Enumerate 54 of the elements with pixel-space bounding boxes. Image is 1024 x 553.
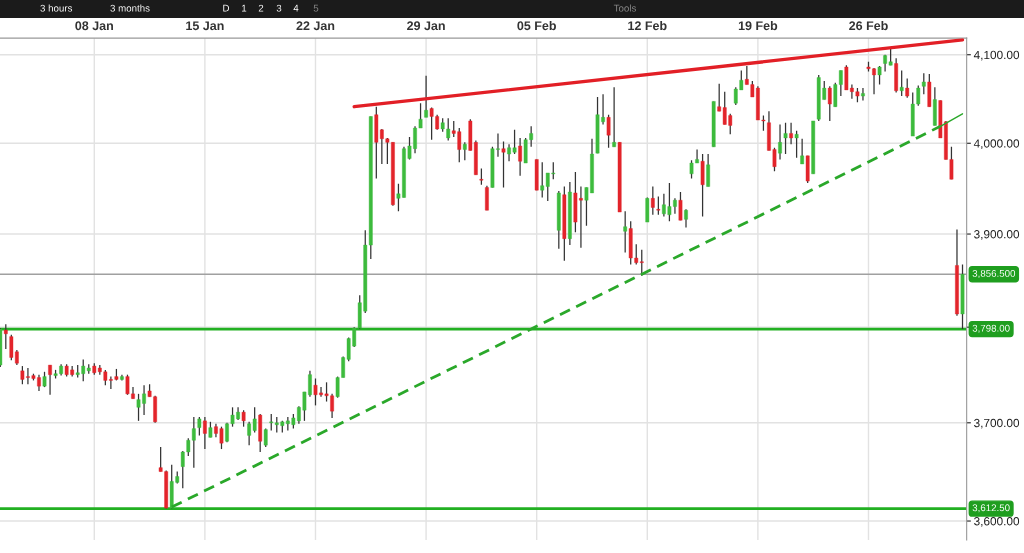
candlestick	[606, 114, 611, 149]
candlestick	[197, 416, 202, 437]
candlestick	[424, 75, 428, 118]
candlestick	[899, 69, 904, 97]
text: Tools	[613, 4, 636, 12]
candlestick	[645, 196, 650, 223]
y-tick-label: 4,000.00	[973, 139, 1020, 150]
candlestick	[861, 87, 865, 102]
x-tick-label: 22 Jan	[296, 21, 335, 31]
y-tick-label: 3,700.00	[974, 418, 1020, 429]
candlestick	[794, 130, 799, 159]
candlestick	[678, 191, 683, 221]
ref-line-label: 3,856.500	[972, 269, 1016, 279]
candlestick	[518, 137, 522, 177]
x-tick-label: 19 Feb	[738, 20, 778, 31]
text: 3 months	[110, 4, 150, 12]
candlestick	[684, 208, 688, 229]
candlestick	[778, 123, 782, 161]
candlestick	[706, 153, 710, 188]
text: 4	[293, 4, 299, 12]
candlestick	[827, 85, 832, 122]
candlestick	[612, 86, 616, 148]
candlestick	[650, 185, 655, 216]
candlestick	[203, 416, 207, 450]
ref-line-label: 3,798.00	[972, 324, 1010, 333]
x-tick-label: 05 Feb	[517, 20, 556, 31]
candlestick	[3, 323, 8, 350]
candlestick	[485, 185, 489, 211]
candlestick	[905, 77, 910, 99]
x-tick-label: 08 Jan	[75, 21, 113, 31]
candlestick	[656, 195, 661, 216]
candlestick	[789, 122, 793, 145]
y-tick-label: 3,600.00	[974, 517, 1020, 527]
candlestick	[800, 138, 805, 165]
x-tick-label: 26 Feb	[849, 20, 888, 31]
x-tick-label: 15 Jan	[186, 21, 224, 31]
text: 3	[276, 4, 282, 12]
text: 1	[242, 4, 247, 12]
candlestick	[623, 210, 628, 254]
text: D	[223, 4, 230, 12]
y-tick-label: 4,100.00	[973, 50, 1020, 61]
y-tick-label: 3,900.00	[974, 230, 1020, 240]
candlestick	[700, 153, 705, 218]
ref-line-label: 3,612.50	[972, 504, 1010, 513]
candlestick	[921, 72, 926, 95]
x-tick-label: 29 Jan	[407, 21, 445, 31]
candlestick	[501, 140, 506, 189]
candlestick	[48, 364, 52, 396]
text: 3 hours	[40, 4, 73, 12]
text: 2	[258, 4, 264, 12]
text: 5	[313, 4, 319, 12]
candlestick	[783, 122, 788, 155]
candlestick	[877, 65, 882, 86]
x-tick-label: 12 Feb	[628, 20, 667, 31]
